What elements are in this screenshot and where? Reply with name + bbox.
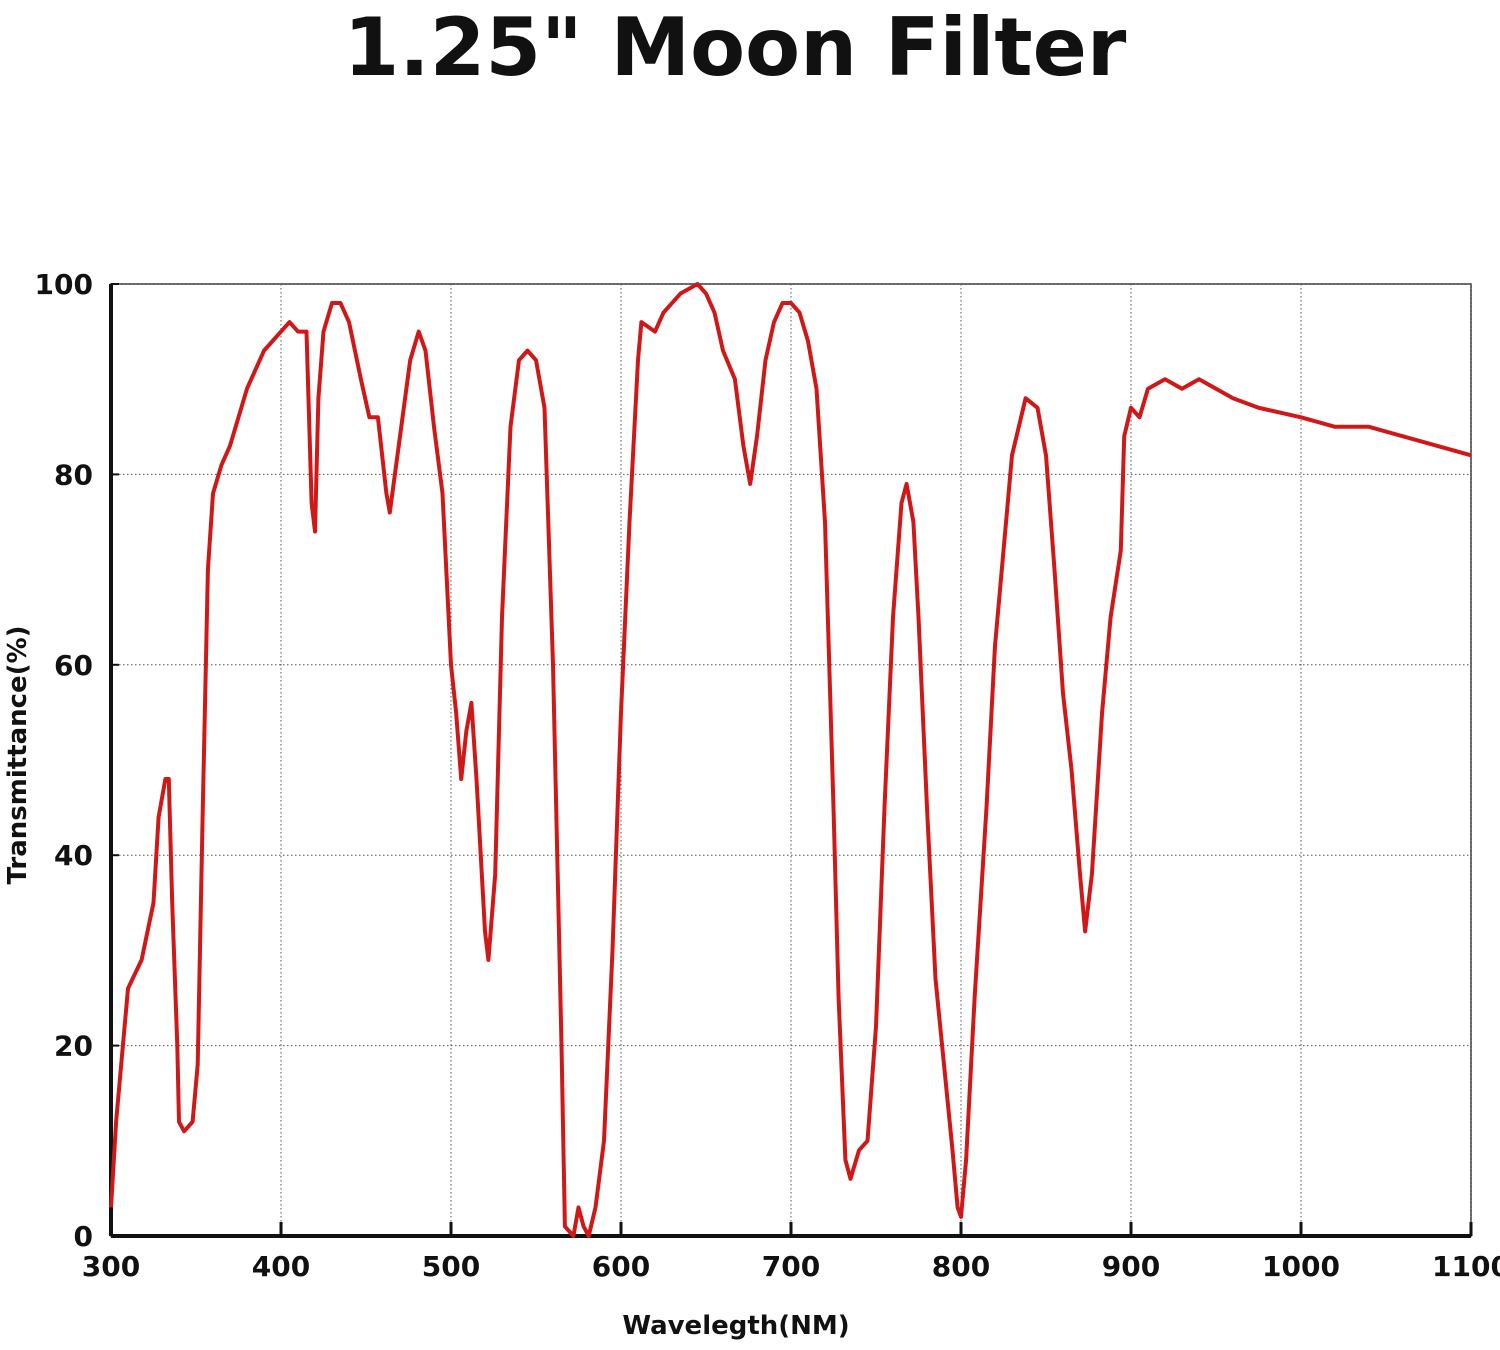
x-tick-label: 1100 [1432,1250,1500,1283]
x-axis-label: Wavelegth(NM) [622,1311,849,1341]
x-tick-label: 700 [762,1250,820,1283]
x-tick-label: 900 [1102,1250,1160,1283]
x-tick-label: 800 [932,1250,990,1283]
chart-title: 1.25" Moon Filter [344,1,1127,94]
y-axis-label: Transmittance(%) [3,625,33,884]
y-tick-label: 60 [54,649,93,682]
y-tick-label: 100 [35,268,93,301]
data-line [109,282,1472,1238]
x-tick-label: 400 [252,1250,310,1283]
y-tick-label: 0 [74,1220,93,1253]
y-tick-label: 20 [54,1030,93,1063]
y-tick-label: 80 [54,458,93,491]
x-tick-label: 600 [592,1250,650,1283]
y-tick-label: 40 [54,839,93,872]
x-tick-label: 1000 [1262,1250,1340,1283]
x-tick-label: 300 [82,1250,140,1283]
x-tick-label: 500 [422,1250,480,1283]
